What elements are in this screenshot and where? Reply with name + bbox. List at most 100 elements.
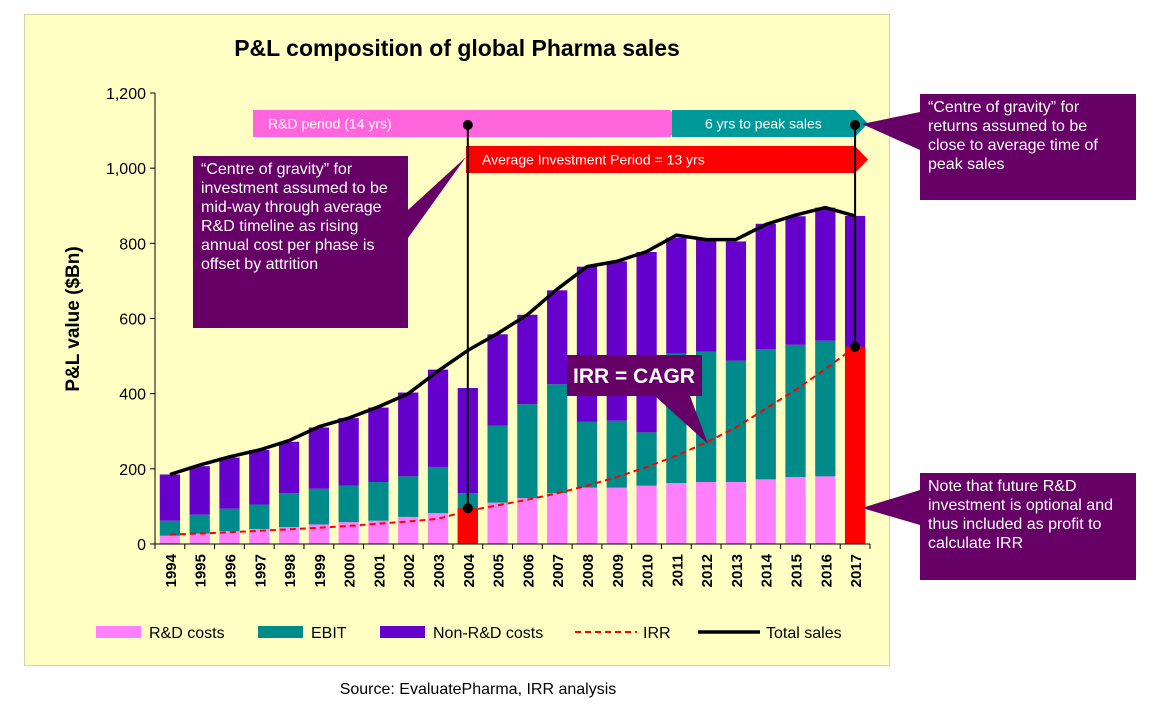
- bar-non-r-d-costs-2008: [576, 266, 598, 422]
- x-tick-label-2004: 2004: [461, 553, 478, 587]
- x-tick-label-2001: 2001: [371, 554, 388, 587]
- bar-non-r-d-costs-2000: [338, 418, 359, 486]
- x-tick-label-1998: 1998: [282, 554, 299, 587]
- bar-r-d-costs-2013: [725, 481, 747, 544]
- bar-ebit-2000: [338, 485, 359, 523]
- bar-ebit-2005: [487, 425, 508, 503]
- connector-2017-top-dot: [850, 120, 861, 130]
- bar-r-d-costs-2016: [815, 476, 836, 544]
- bar-non-r-d-costs-1996: [219, 457, 240, 509]
- x-tick-label-2005: 2005: [491, 554, 508, 587]
- bar-r-d-costs-2008: [576, 487, 598, 544]
- irr-callout-label: IRR = CAGR: [573, 365, 695, 388]
- x-tick-label-1997: 1997: [252, 554, 269, 587]
- legend-label-irr: IRR: [643, 625, 671, 642]
- legend-swatch-non-r-d-costs: [380, 626, 425, 638]
- bar-ebit-2016: [815, 340, 836, 477]
- legend-label-total-sales: Total sales: [766, 625, 842, 642]
- lines-layer: [169, 120, 861, 536]
- irr-callout-box: [567, 355, 702, 396]
- legend-swatch-r-d-costs: [96, 626, 141, 638]
- bar-r-d-costs-1998: [278, 527, 300, 544]
- bar-non-r-d-costs-2002: [398, 392, 419, 477]
- callout-centre-returns: “Centre of gravity” for returns assumed …: [920, 94, 1136, 200]
- chart-title: P&L composition of global Pharma sales: [234, 35, 680, 61]
- peak-sales-arrow: [672, 110, 868, 137]
- bar-non-r-d-costs-2009: [606, 261, 627, 421]
- x-tick-label-1994: 1994: [163, 553, 180, 587]
- bar-r-d-costs-2005: [487, 502, 508, 544]
- x-tick-label-2010: 2010: [640, 554, 657, 587]
- bar-ebit-2003: [427, 466, 449, 514]
- bar-highlight-2004: [457, 508, 478, 544]
- x-tick-label-2000: 2000: [342, 554, 359, 587]
- bar-ebit-1999: [308, 488, 329, 525]
- y-tick-label-200: 200: [119, 462, 146, 479]
- bar-non-r-d-costs-2003: [427, 369, 449, 467]
- note-future-pointer: [862, 490, 920, 525]
- x-tick-label-2012: 2012: [699, 554, 716, 587]
- x-tick-label-2014: 2014: [759, 553, 776, 587]
- bar-ebit-2013: [725, 360, 747, 482]
- bar-r-d-costs-2015: [785, 477, 806, 544]
- bar-non-r-d-costs-2012: [696, 239, 717, 352]
- bar-r-d-costs-2010: [636, 485, 657, 544]
- total-sales-line: [169, 205, 856, 477]
- x-tick-label-2008: 2008: [580, 554, 597, 587]
- bar-non-r-d-costs-2005: [487, 334, 508, 426]
- y-tick-label-1200: 1,200: [106, 86, 146, 103]
- bar-ebit-1996: [219, 508, 240, 532]
- x-tick-label-1995: 1995: [193, 554, 210, 587]
- connector-2004-top-dot: [462, 120, 473, 130]
- bar-r-d-costs-1994: [159, 535, 181, 544]
- bar-ebit-2008: [576, 421, 598, 488]
- y-tick-label-800: 800: [119, 236, 146, 253]
- y-tick-label-400: 400: [119, 387, 146, 404]
- legend-label-r-d-costs: R&D costs: [149, 625, 225, 642]
- bar-highlight-2017: [844, 346, 866, 544]
- avg-investment-arrow: [466, 146, 868, 173]
- callout-note-future-rd: Note that future R&D investment is optio…: [920, 473, 1136, 580]
- avg-investment-arrow-label: Average Investment Period = 13 yrs: [482, 152, 705, 168]
- y-tick-label-1000: 1,000: [106, 161, 146, 178]
- bar-r-d-costs-2002: [398, 516, 419, 544]
- bar-ebit-1998: [278, 493, 300, 528]
- x-tick-label-2017: 2017: [848, 554, 865, 587]
- source-note: Source: EvaluatePharma, IRR analysis: [339, 681, 617, 698]
- callout-centre-investment: “Centre of gravity” for investment assum…: [193, 156, 408, 328]
- bar-ebit-2015: [785, 344, 806, 478]
- x-tick-label-1996: 1996: [222, 554, 239, 587]
- centre-returns-pointer: [862, 112, 920, 150]
- bar-non-r-d-costs-1998: [278, 441, 300, 494]
- bar-ebit-2009: [606, 420, 627, 488]
- x-tick-label-1999: 1999: [312, 554, 329, 587]
- centre-investment-pointer: [408, 157, 466, 238]
- x-tick-label-2003: 2003: [431, 554, 448, 587]
- irr-line: [169, 345, 856, 536]
- bar-ebit-2002: [398, 476, 419, 517]
- axes-layer: 0 200 400 600 800 1,000 1,200 1994 1995 1996 1997 1…: [106, 86, 871, 587]
- bar-ebit-1994: [159, 520, 181, 536]
- y-tick-label-0: 0: [137, 537, 146, 554]
- legend: R&D costs EBIT Non-R&D costs IRR Total sales: [96, 625, 842, 642]
- bar-non-r-d-costs-1994: [159, 474, 181, 521]
- x-tick-label-2009: 2009: [610, 554, 627, 587]
- x-tick-label-2015: 2015: [789, 554, 806, 587]
- x-tick-label-2006: 2006: [520, 554, 537, 587]
- x-tick-label-2007: 2007: [550, 554, 567, 587]
- irr-callout-pointer: [655, 396, 708, 444]
- bar-non-r-d-costs-2007: [547, 290, 568, 385]
- bars-layer: [159, 207, 866, 544]
- bar-r-d-costs-2012: [696, 481, 717, 544]
- y-tick-label-600: 600: [119, 312, 146, 329]
- y-axis-label: P&L value ($Bn): [63, 246, 84, 391]
- bar-r-d-costs-2000: [338, 522, 359, 544]
- bar-non-r-d-costs-2013: [725, 241, 747, 361]
- bar-non-r-d-costs-2006: [517, 314, 538, 405]
- connector-2004-bottom-dot: [462, 503, 473, 514]
- legend-label-ebit: EBIT: [311, 625, 347, 642]
- bar-r-d-costs-1999: [308, 524, 329, 544]
- bar-ebit-2007: [547, 384, 568, 494]
- bar-ebit-1997: [249, 504, 270, 529]
